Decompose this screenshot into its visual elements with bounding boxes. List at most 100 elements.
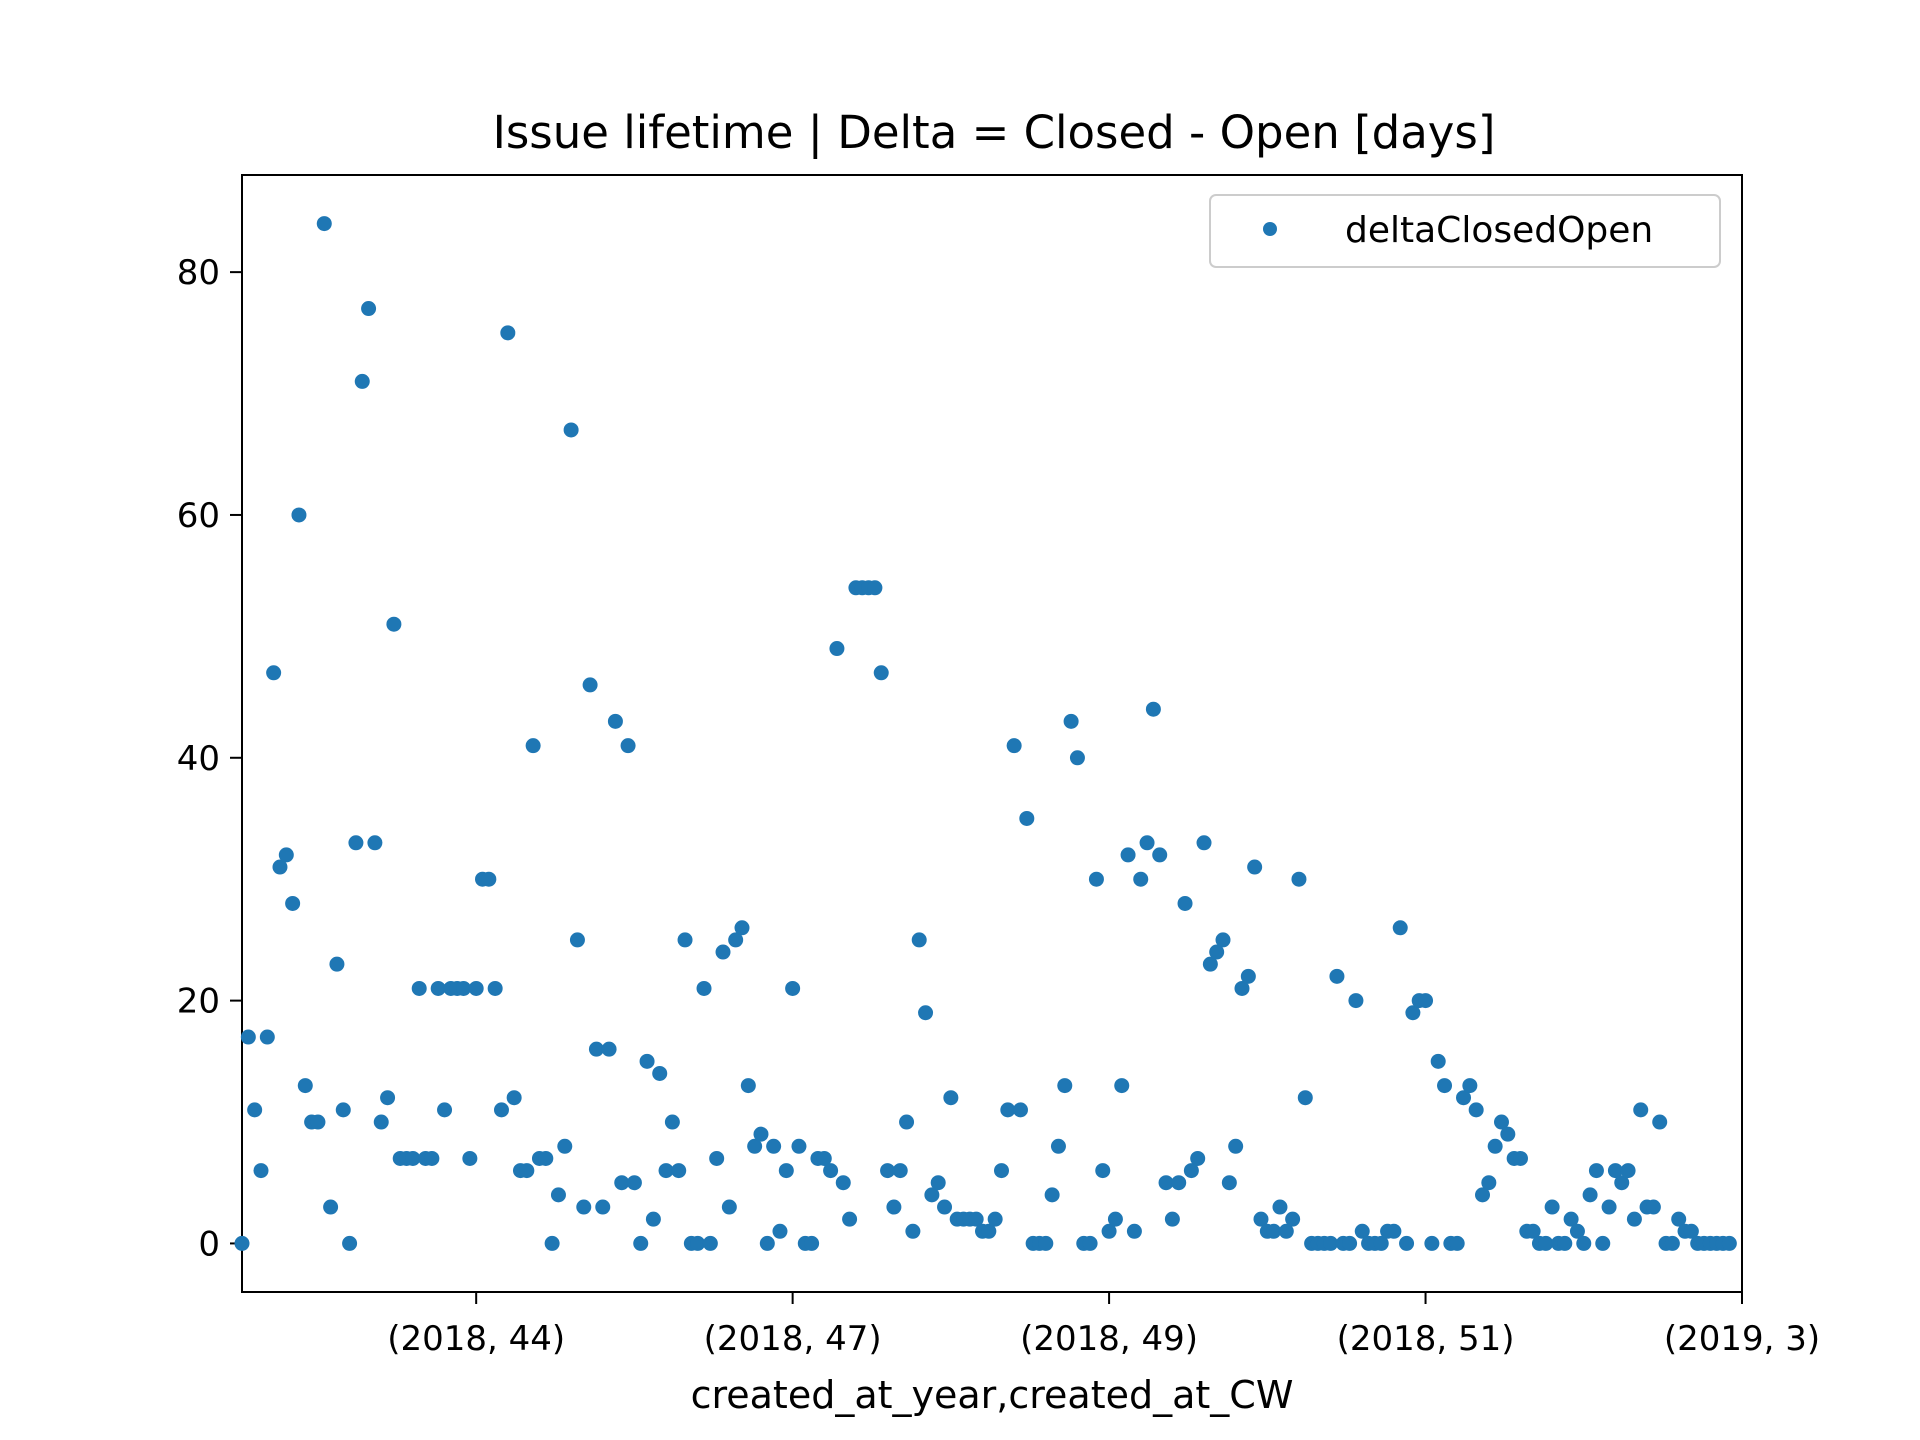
x-axis-label: created_at_year,created_at_CW	[691, 1373, 1294, 1417]
data-point	[702, 1235, 718, 1251]
data-point	[1190, 1150, 1206, 1166]
data-point	[696, 980, 712, 996]
data-point	[437, 1102, 453, 1118]
x-axis: (2018, 44) (2018, 47) (2018, 49) (2018, 51)…	[387, 1292, 1820, 1359]
data-point	[671, 1163, 687, 1179]
data-point	[1291, 871, 1307, 887]
data-point	[1626, 1211, 1642, 1227]
data-point	[519, 1163, 535, 1179]
data-point	[1221, 1175, 1237, 1191]
data-points	[234, 216, 1737, 1251]
x-tick-label: (2018, 49)	[1020, 1319, 1198, 1359]
data-point	[614, 1175, 630, 1191]
data-point	[1620, 1163, 1636, 1179]
data-point	[1057, 1078, 1073, 1094]
data-point	[981, 1223, 997, 1239]
data-point	[842, 1211, 858, 1227]
data-point	[791, 1138, 807, 1154]
data-point	[620, 738, 636, 754]
data-point	[323, 1199, 339, 1215]
data-point	[987, 1211, 1003, 1227]
data-point	[1215, 932, 1231, 948]
data-point	[595, 1199, 611, 1215]
data-point	[1582, 1187, 1598, 1203]
data-point	[348, 835, 364, 851]
data-point	[626, 1175, 642, 1191]
y-tick-label: 60	[177, 496, 220, 536]
data-point	[1329, 968, 1345, 984]
data-point	[291, 507, 307, 523]
data-point	[1500, 1126, 1516, 1142]
legend-marker	[1263, 222, 1277, 236]
data-point	[918, 1005, 934, 1021]
data-point	[1348, 993, 1364, 1009]
y-tick-label: 80	[177, 253, 220, 293]
data-point	[1202, 956, 1218, 972]
data-point	[253, 1163, 269, 1179]
data-point	[1538, 1235, 1554, 1251]
data-point	[1095, 1163, 1111, 1179]
data-point	[373, 1114, 389, 1130]
data-point	[1183, 1163, 1199, 1179]
data-point	[937, 1199, 953, 1215]
data-point	[816, 1150, 832, 1166]
data-point	[1595, 1235, 1611, 1251]
chart-title: Issue lifetime | Delta = Closed - Open […	[493, 106, 1496, 159]
data-point	[1493, 1114, 1509, 1130]
data-point	[1588, 1163, 1604, 1179]
data-point	[1038, 1235, 1054, 1251]
data-point	[411, 980, 427, 996]
data-point	[607, 713, 623, 729]
data-point	[430, 980, 446, 996]
data-point	[1525, 1223, 1541, 1239]
data-point	[740, 1078, 756, 1094]
data-point	[1107, 1211, 1123, 1227]
data-point	[1576, 1235, 1592, 1251]
data-point	[538, 1150, 554, 1166]
data-point	[380, 1090, 396, 1106]
data-point	[664, 1114, 680, 1130]
data-point	[1082, 1235, 1098, 1251]
data-point	[582, 677, 598, 693]
data-point	[633, 1235, 649, 1251]
data-point	[386, 616, 402, 632]
data-point	[766, 1138, 782, 1154]
data-point	[1152, 847, 1168, 863]
data-point	[1683, 1223, 1699, 1239]
data-point	[1101, 1223, 1117, 1239]
data-point	[1266, 1223, 1282, 1239]
data-point	[1247, 859, 1263, 875]
y-tick-label: 40	[177, 739, 220, 779]
data-point	[1019, 810, 1035, 826]
data-point	[1253, 1211, 1269, 1227]
data-point	[867, 580, 883, 596]
data-point	[639, 1053, 655, 1069]
data-point	[1114, 1078, 1130, 1094]
data-point	[1664, 1235, 1680, 1251]
data-point	[1418, 993, 1434, 1009]
data-point	[1234, 980, 1250, 996]
data-point	[456, 980, 472, 996]
data-point	[747, 1138, 763, 1154]
data-point	[1297, 1090, 1313, 1106]
data-point	[1481, 1175, 1497, 1191]
data-point	[1487, 1138, 1503, 1154]
data-point	[550, 1187, 566, 1203]
legend: deltaClosedOpen	[1209, 194, 1721, 268]
data-point	[234, 1235, 250, 1251]
data-point	[1652, 1114, 1668, 1130]
data-point	[658, 1163, 674, 1179]
data-point	[1164, 1211, 1180, 1227]
data-point	[1456, 1090, 1472, 1106]
data-point	[506, 1090, 522, 1106]
data-point	[785, 980, 801, 996]
data-point	[968, 1211, 984, 1227]
data-point	[1196, 835, 1212, 851]
data-point	[1285, 1211, 1301, 1227]
data-point	[892, 1163, 908, 1179]
data-point	[1424, 1235, 1440, 1251]
data-point	[1607, 1163, 1623, 1179]
data-point	[557, 1138, 573, 1154]
plot-area-frame	[241, 174, 1743, 1293]
data-point	[481, 871, 497, 887]
